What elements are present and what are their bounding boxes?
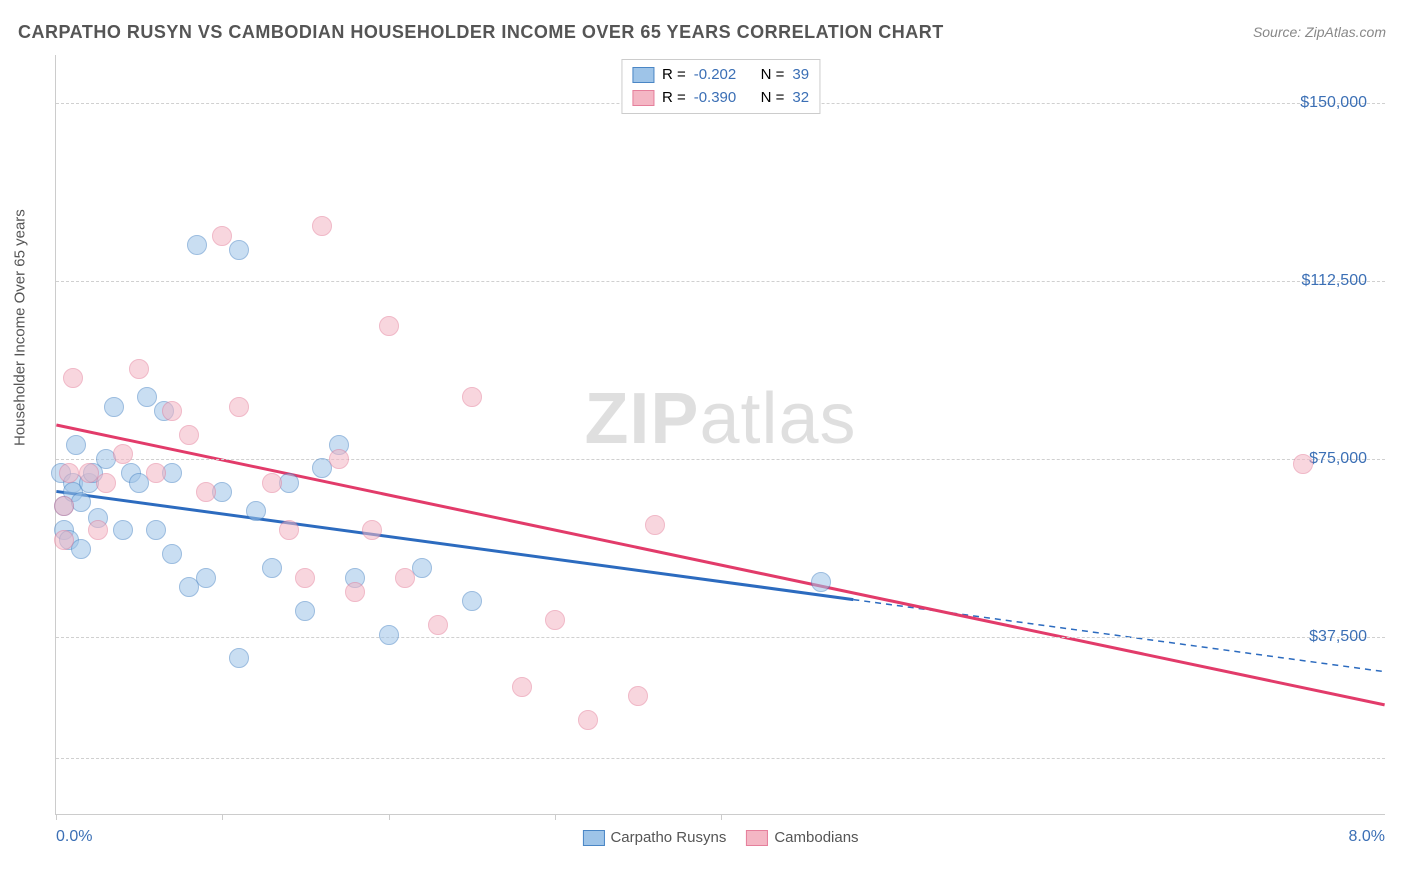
scatter-point xyxy=(1293,454,1313,474)
scatter-point xyxy=(113,444,133,464)
trendlines-layer xyxy=(56,55,1385,814)
scatter-point xyxy=(179,425,199,445)
scatter-point xyxy=(329,449,349,469)
n-label: N = xyxy=(761,87,785,110)
r-label: R = xyxy=(662,87,686,110)
legend-swatch-blue xyxy=(582,830,604,846)
series-legend: Carpatho Rusyns Cambodians xyxy=(582,829,858,846)
scatter-point xyxy=(113,520,133,540)
scatter-point xyxy=(96,473,116,493)
scatter-point xyxy=(246,501,266,521)
scatter-point xyxy=(295,568,315,588)
scatter-point xyxy=(54,496,74,516)
scatter-point xyxy=(229,648,249,668)
legend-item-carpatho: Carpatho Rusyns xyxy=(582,829,726,846)
trendline-dashed xyxy=(853,600,1384,672)
y-tick-label: $150,000 xyxy=(1300,94,1367,112)
watermark-atlas: atlas xyxy=(699,379,856,459)
y-tick-label: $37,500 xyxy=(1309,628,1367,646)
scatter-point xyxy=(512,677,532,697)
scatter-point xyxy=(187,235,207,255)
series-label-2: Cambodians xyxy=(774,829,858,846)
n-label: N = xyxy=(761,64,785,87)
legend-item-cambodian: Cambodians xyxy=(746,829,858,846)
scatter-point xyxy=(59,463,79,483)
scatter-point xyxy=(54,530,74,550)
x-tick xyxy=(56,814,57,820)
scatter-point xyxy=(262,558,282,578)
scatter-point xyxy=(66,435,86,455)
scatter-point xyxy=(63,368,83,388)
x-tick xyxy=(555,814,556,820)
scatter-point xyxy=(146,520,166,540)
legend-row-1: R = -0.202 N = 39 xyxy=(632,64,809,87)
scatter-point xyxy=(279,520,299,540)
scatter-point xyxy=(162,401,182,421)
y-tick-label: $112,500 xyxy=(1301,272,1367,290)
scatter-point xyxy=(229,397,249,417)
scatter-point xyxy=(462,591,482,611)
gridline xyxy=(56,281,1385,282)
series-label-1: Carpatho Rusyns xyxy=(610,829,726,846)
scatter-point xyxy=(362,520,382,540)
scatter-point xyxy=(379,316,399,336)
scatter-point xyxy=(196,482,216,502)
scatter-point xyxy=(104,397,124,417)
legend-swatch-pink xyxy=(746,830,768,846)
scatter-point xyxy=(295,601,315,621)
gridline xyxy=(56,758,1385,759)
scatter-point xyxy=(428,615,448,635)
scatter-point xyxy=(645,515,665,535)
scatter-point xyxy=(262,473,282,493)
r-label: R = xyxy=(662,64,686,87)
scatter-point xyxy=(229,240,249,260)
scatter-point xyxy=(196,568,216,588)
y-tick-label: $75,000 xyxy=(1309,450,1367,468)
correlation-legend: R = -0.202 N = 39 R = -0.390 N = 32 xyxy=(621,59,820,114)
x-tick xyxy=(389,814,390,820)
x-tick-label: 8.0% xyxy=(1349,828,1385,846)
plot-area: ZIPatlas R = -0.202 N = 39 R = -0.390 N … xyxy=(55,55,1385,815)
scatter-point xyxy=(379,625,399,645)
y-axis-label: Householder Income Over 65 years xyxy=(12,209,29,446)
scatter-point xyxy=(162,544,182,564)
gridline xyxy=(56,637,1385,638)
scatter-point xyxy=(146,463,166,483)
scatter-point xyxy=(88,520,108,540)
x-tick-label: 0.0% xyxy=(56,828,92,846)
scatter-point xyxy=(312,216,332,236)
r-value-1: -0.202 xyxy=(694,64,737,87)
scatter-point xyxy=(578,710,598,730)
legend-swatch-blue xyxy=(632,67,654,83)
scatter-point xyxy=(628,686,648,706)
scatter-point xyxy=(137,387,157,407)
scatter-point xyxy=(345,582,365,602)
n-value-2: 32 xyxy=(792,87,809,110)
chart-container: CARPATHO RUSYN VS CAMBODIAN HOUSEHOLDER … xyxy=(0,0,1406,892)
n-value-1: 39 xyxy=(792,64,809,87)
legend-swatch-pink xyxy=(632,90,654,106)
watermark: ZIPatlas xyxy=(584,378,856,460)
scatter-point xyxy=(395,568,415,588)
x-tick xyxy=(721,814,722,820)
trendline-solid xyxy=(56,425,1384,705)
r-value-2: -0.390 xyxy=(694,87,737,110)
scatter-point xyxy=(462,387,482,407)
chart-title: CARPATHO RUSYN VS CAMBODIAN HOUSEHOLDER … xyxy=(18,22,944,43)
scatter-point xyxy=(129,359,149,379)
scatter-point xyxy=(545,610,565,630)
x-tick xyxy=(222,814,223,820)
legend-row-2: R = -0.390 N = 32 xyxy=(632,87,809,110)
scatter-point xyxy=(811,572,831,592)
scatter-point xyxy=(212,226,232,246)
watermark-zip: ZIP xyxy=(584,379,699,459)
source-attribution: Source: ZipAtlas.com xyxy=(1253,24,1386,40)
gridline xyxy=(56,459,1385,460)
